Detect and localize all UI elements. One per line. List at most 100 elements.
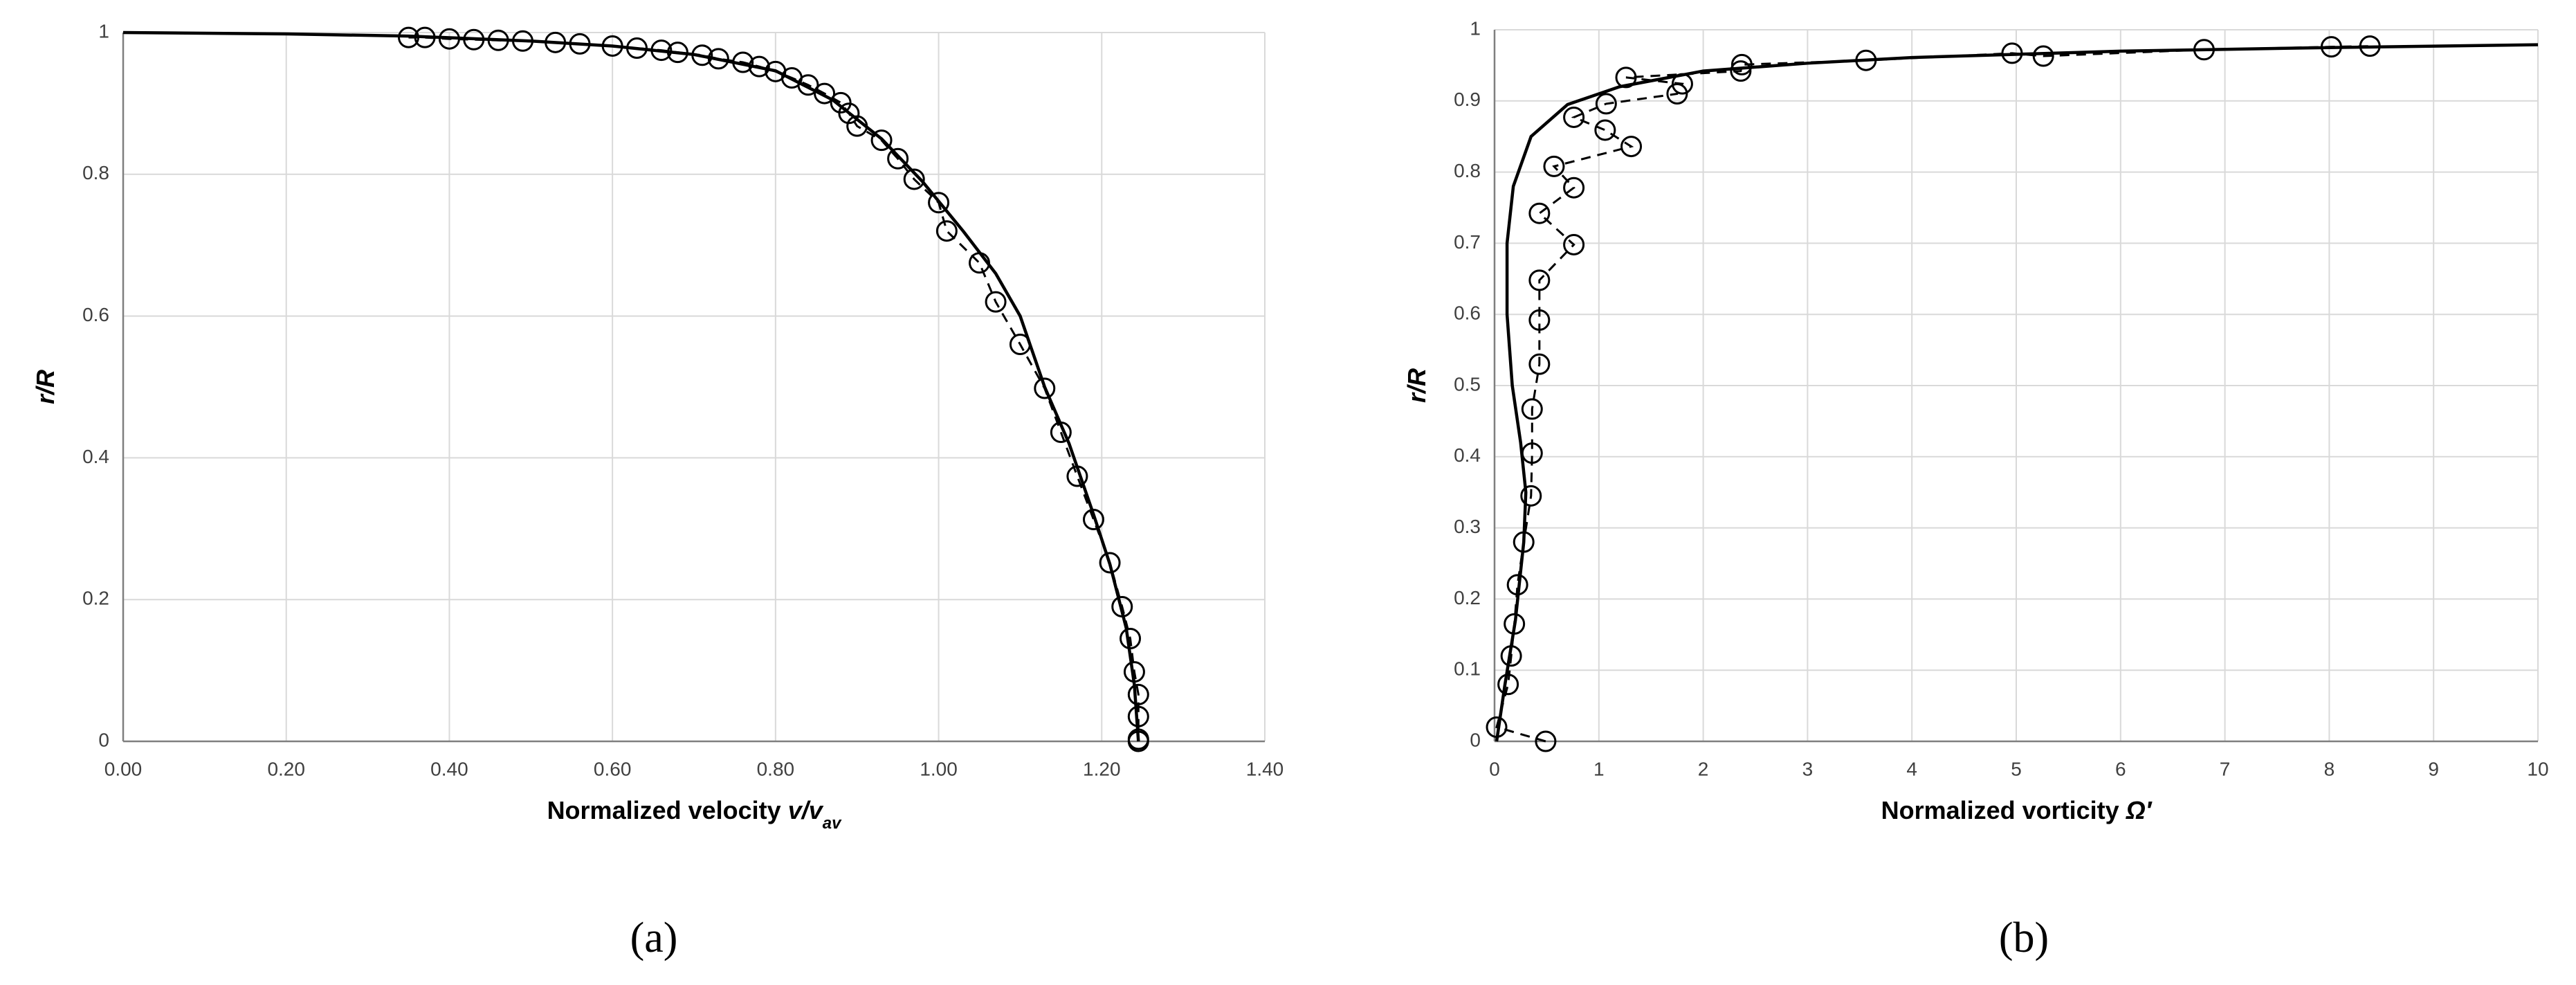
data-point	[1535, 730, 1557, 752]
y-tick-label: 0.6	[1454, 302, 1481, 324]
x-tick-label: 10	[2527, 758, 2548, 779]
data-point	[1050, 422, 1072, 444]
data-point	[1855, 49, 1877, 71]
series-line	[1495, 45, 2371, 743]
y-tick-label: 0.4	[82, 446, 109, 467]
data-point	[414, 26, 436, 48]
data-point	[2320, 36, 2342, 58]
y-tick-label: 0.8	[1454, 160, 1481, 181]
data-point	[830, 91, 852, 114]
x-axis-label-part: Normalized velocity	[547, 796, 788, 824]
data-point	[985, 291, 1007, 313]
data-point	[1594, 119, 1616, 141]
x-tick-label: 5	[2011, 758, 2022, 779]
data-point	[707, 48, 729, 70]
x-tick-label: 0.20	[267, 758, 305, 779]
data-point	[1127, 683, 1149, 705]
data-point	[1009, 334, 1031, 356]
x-tick-label: 1	[1593, 758, 1605, 779]
data-point	[1513, 531, 1535, 553]
data-point	[2001, 42, 2023, 64]
data-point	[1497, 674, 1519, 696]
data-point	[1543, 155, 1565, 177]
x-axis-label: Normalized velocity v/vav	[547, 796, 843, 833]
data-point	[1666, 83, 1688, 105]
series-line	[122, 30, 1140, 742]
chart: 0 1 2 3 4 5 6 7 8 9 10 0 0.1 0.2 0.3 0.4 0.5 0.6 0.7 0.8 0.9…	[1403, 17, 2549, 961]
data-point	[666, 42, 688, 64]
data-point	[1563, 177, 1585, 199]
panel-label: (a)	[630, 914, 678, 961]
data-point	[545, 31, 567, 53]
data-point	[1123, 661, 1145, 683]
series-line	[408, 36, 1140, 741]
x-axis-label-part: Ω′	[2126, 796, 2153, 824]
y-tick-label: 0.2	[1454, 587, 1481, 608]
data-point	[1521, 398, 1543, 420]
y-tick-label: 0.7	[1454, 231, 1481, 253]
chart: 0.00 0.20 0.40 0.60 0.80 1.00 1.20 1.40 0 0.2 0.4 0…	[31, 20, 1284, 961]
x-tick-label: 1.40	[1246, 758, 1284, 779]
data-point	[748, 55, 770, 78]
data-point	[1506, 574, 1528, 596]
data-point	[1504, 613, 1526, 635]
data-point	[691, 44, 713, 66]
data-point	[601, 35, 623, 57]
data-point	[732, 51, 754, 73]
x-axis-label-part: v/v	[788, 796, 824, 824]
data-point	[2359, 35, 2381, 57]
data-point	[797, 74, 819, 96]
y-tick-label: 0	[98, 729, 109, 750]
data-point	[2032, 45, 2054, 67]
data-point	[1528, 202, 1551, 224]
x-tick-label: 1.20	[1083, 758, 1121, 779]
data-point	[1595, 93, 1617, 115]
x-tick-label: 0.00	[104, 758, 143, 779]
y-axis-label: r/R	[1403, 368, 1431, 403]
data-point	[1486, 716, 1508, 738]
x-tick-label: 8	[2324, 758, 2335, 779]
x-tick-label: 3	[1802, 758, 1814, 779]
data-point	[1528, 353, 1551, 375]
x-tick-label: 0	[1489, 758, 1500, 779]
data-point	[1730, 60, 1752, 82]
data-point	[1127, 730, 1149, 752]
data-point	[438, 28, 460, 50]
x-tick-label: 0.60	[594, 758, 632, 779]
data-point	[1563, 233, 1585, 255]
data-point	[928, 192, 950, 214]
x-tick-label: 4	[1906, 758, 1917, 779]
data-point	[1730, 53, 1753, 75]
data-point	[1500, 645, 1522, 667]
y-axis-label: r/R	[31, 370, 60, 404]
y-tick-label: 1	[1470, 17, 1481, 39]
data-point	[650, 39, 673, 62]
y-tick-label: 0.3	[1454, 516, 1481, 537]
x-tick-label: 1.00	[920, 758, 958, 779]
data-point	[846, 115, 868, 137]
data-point	[1066, 465, 1088, 487]
data-point	[1127, 705, 1149, 728]
x-tick-label: 2	[1698, 758, 1709, 779]
y-tick-label: 0.1	[1454, 658, 1481, 680]
x-tick-label: 6	[2115, 758, 2126, 779]
data-point	[1099, 552, 1121, 574]
data-point	[1528, 269, 1551, 291]
data-point	[935, 220, 958, 242]
data-point	[1671, 73, 1693, 95]
data-point	[969, 252, 990, 274]
data-point	[903, 168, 925, 190]
data-point	[1615, 66, 1637, 89]
data-point	[1528, 309, 1551, 331]
x-axis-label-part: av	[823, 814, 842, 833]
data-point	[398, 26, 419, 48]
data-point	[814, 82, 836, 105]
data-point	[1520, 485, 1542, 507]
y-tick-label: 1	[98, 20, 109, 42]
y-tick-label: 0	[1470, 729, 1481, 750]
y-tick-label: 0.4	[1454, 444, 1481, 466]
y-tick-label: 0.5	[1454, 373, 1481, 395]
data-point	[2193, 39, 2215, 61]
data-point	[1111, 595, 1133, 617]
